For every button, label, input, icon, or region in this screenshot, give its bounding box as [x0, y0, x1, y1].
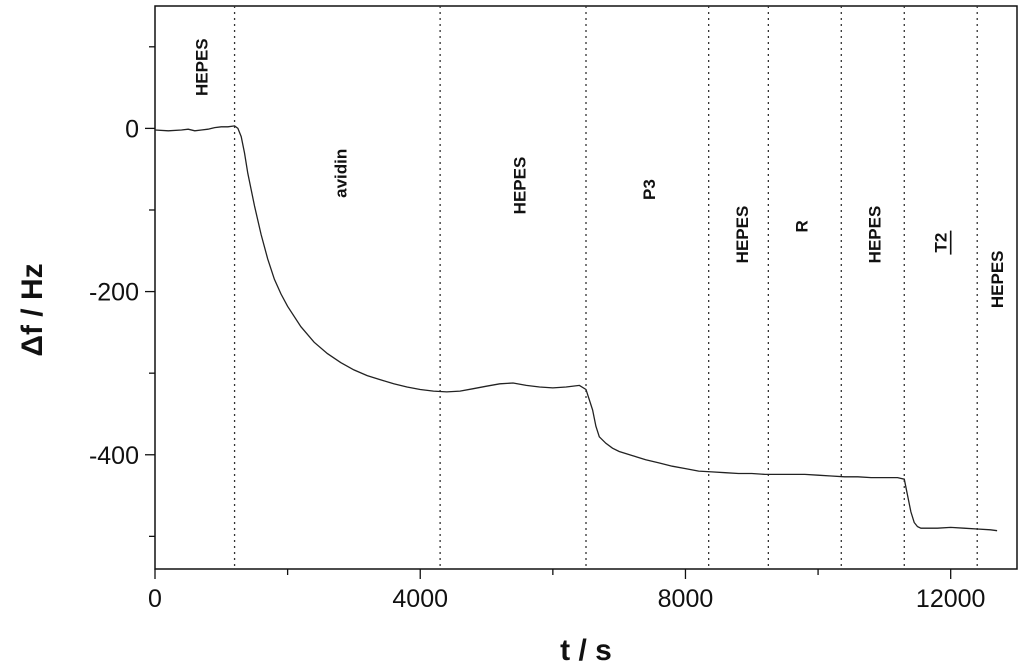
x-axis-title: t / s: [560, 634, 612, 667]
x-tick-label: 4000: [392, 585, 448, 613]
phase-label-text: HEPES: [988, 250, 1007, 308]
phase-label-7: HEPES: [865, 206, 884, 264]
phase-label-text: P3: [640, 179, 659, 200]
phase-label-text: HEPES: [511, 157, 530, 215]
y-tick-label: 0: [125, 115, 139, 143]
y-axis-ticks: 0 -200 -400: [89, 46, 155, 538]
x-tick-label: 8000: [658, 585, 714, 613]
y-axis-title: Δf / Hz: [16, 263, 49, 356]
phase-label-1: HEPES: [192, 38, 211, 96]
phase-label-text: HEPES: [865, 206, 884, 264]
phase-label-8: T2: [932, 230, 952, 255]
phase-label-5: HEPES: [733, 206, 752, 264]
x-tick-label: 12000: [916, 585, 986, 613]
phase-label-3: HEPES: [511, 157, 530, 215]
phase-label-text: T2: [932, 233, 951, 253]
phase-label-6: R: [793, 220, 812, 232]
phase-label-text: R: [793, 220, 812, 232]
phase-label-4: P3: [640, 179, 659, 200]
phase-boundaries: [233, 6, 978, 569]
phase-labels: HEPES avidin HEPES P3 HEPES R HEPES T2 HEPES: [192, 38, 1007, 308]
y-tick-label: -200: [89, 279, 139, 307]
x-tick-label: 0: [148, 585, 162, 613]
phase-label-text: HEPES: [733, 206, 752, 264]
phase-label-text: avidin: [332, 149, 351, 198]
frequency-trace: [154, 125, 998, 532]
phase-label-2: avidin: [332, 149, 351, 198]
phase-label-text: HEPES: [192, 38, 211, 96]
phase-label-9: HEPES: [988, 250, 1007, 308]
y-tick-label: -400: [89, 442, 139, 470]
x-axis-ticks: 0 4000 8000 12000: [148, 569, 985, 613]
